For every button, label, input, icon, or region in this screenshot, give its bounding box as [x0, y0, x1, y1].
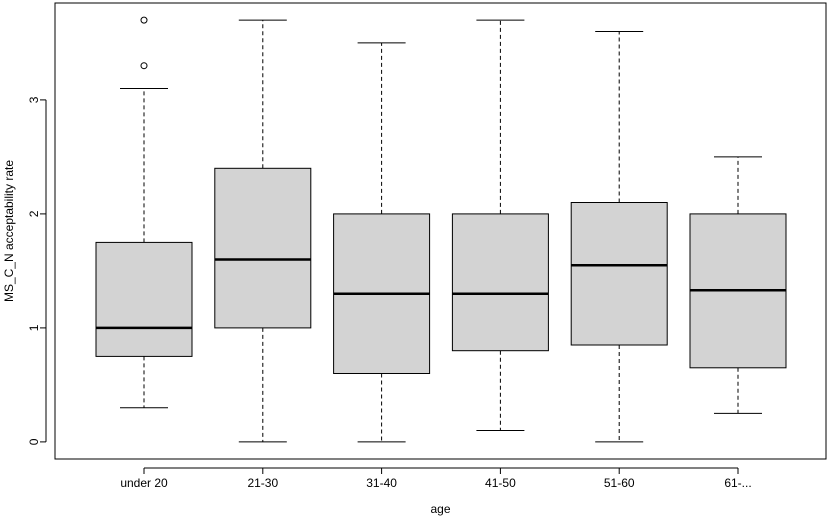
x-tick-label: 41-50 — [485, 476, 516, 490]
y-tick-label: 0 — [27, 438, 41, 445]
y-tick-label: 2 — [27, 210, 41, 217]
x-tick-label: 51-60 — [604, 476, 635, 490]
y-axis-label: MS_C_N acceptability rate — [2, 160, 16, 302]
x-tick-label: 31-40 — [366, 476, 397, 490]
x-tick-label: 61-... — [724, 476, 751, 490]
x-tick-label: 21-30 — [247, 476, 278, 490]
y-tick-label: 3 — [27, 96, 41, 103]
plot-frame — [54, 2, 827, 460]
box-iqr — [214, 167, 312, 329]
box-iqr — [95, 241, 193, 357]
x-axis-label: age — [430, 502, 450, 516]
box-iqr — [570, 202, 668, 346]
plot-layer: 0 1 2 3 under 20 21-30 31-40 41-50 51-60 61-... — [27, 16, 787, 490]
x-tick-label: under 20 — [120, 476, 168, 490]
y-tick-label: 1 — [27, 324, 41, 331]
outlier-point — [140, 62, 148, 70]
box-iqr — [451, 213, 549, 352]
outlier-point — [140, 16, 148, 24]
